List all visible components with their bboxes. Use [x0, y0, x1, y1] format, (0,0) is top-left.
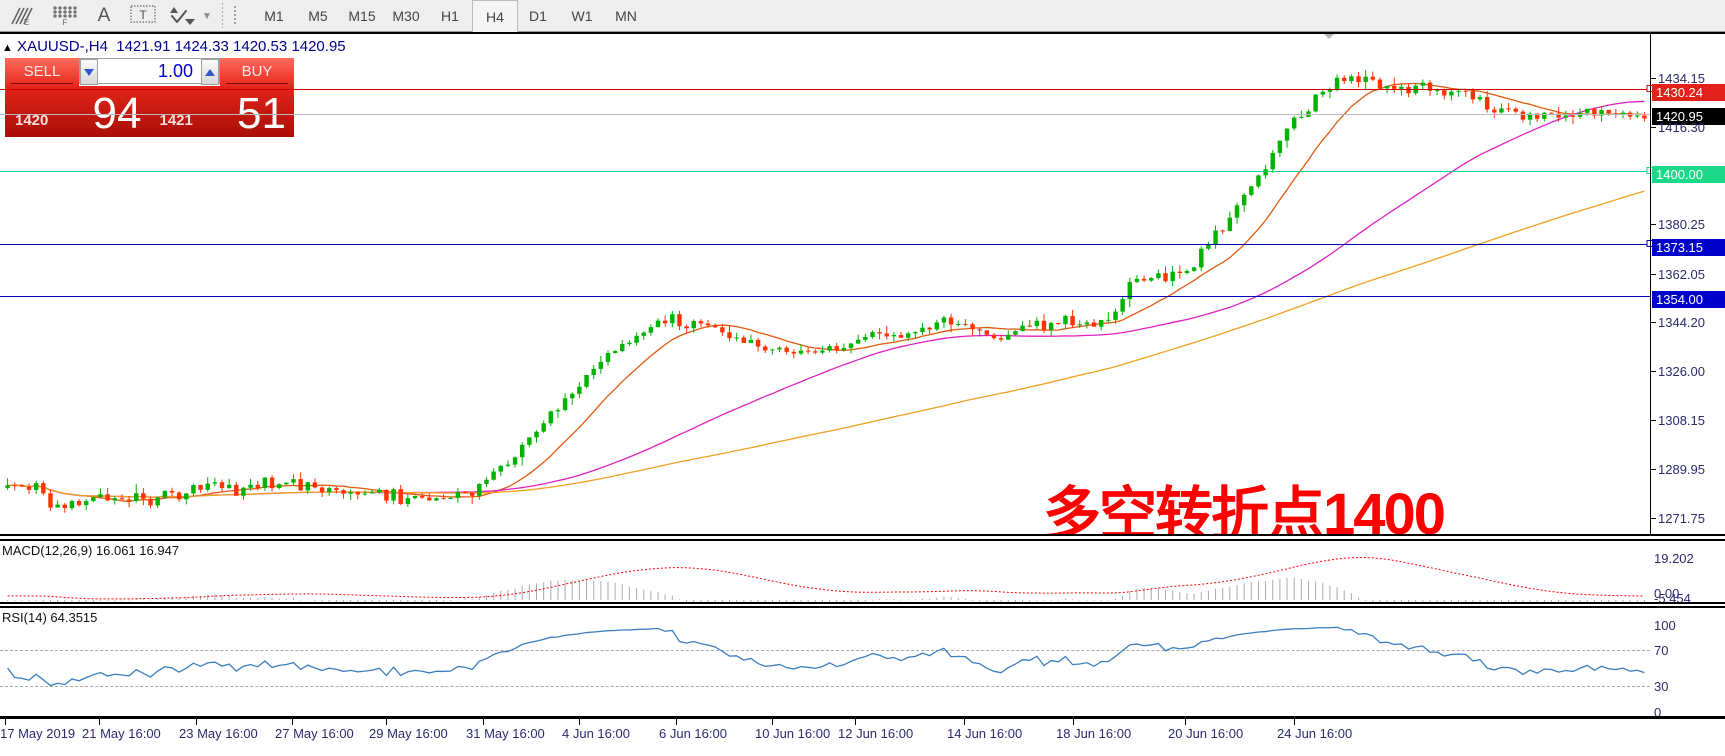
svg-text:T: T: [139, 8, 147, 22]
svg-text:F: F: [63, 18, 68, 26]
svg-text:E: E: [24, 18, 29, 26]
